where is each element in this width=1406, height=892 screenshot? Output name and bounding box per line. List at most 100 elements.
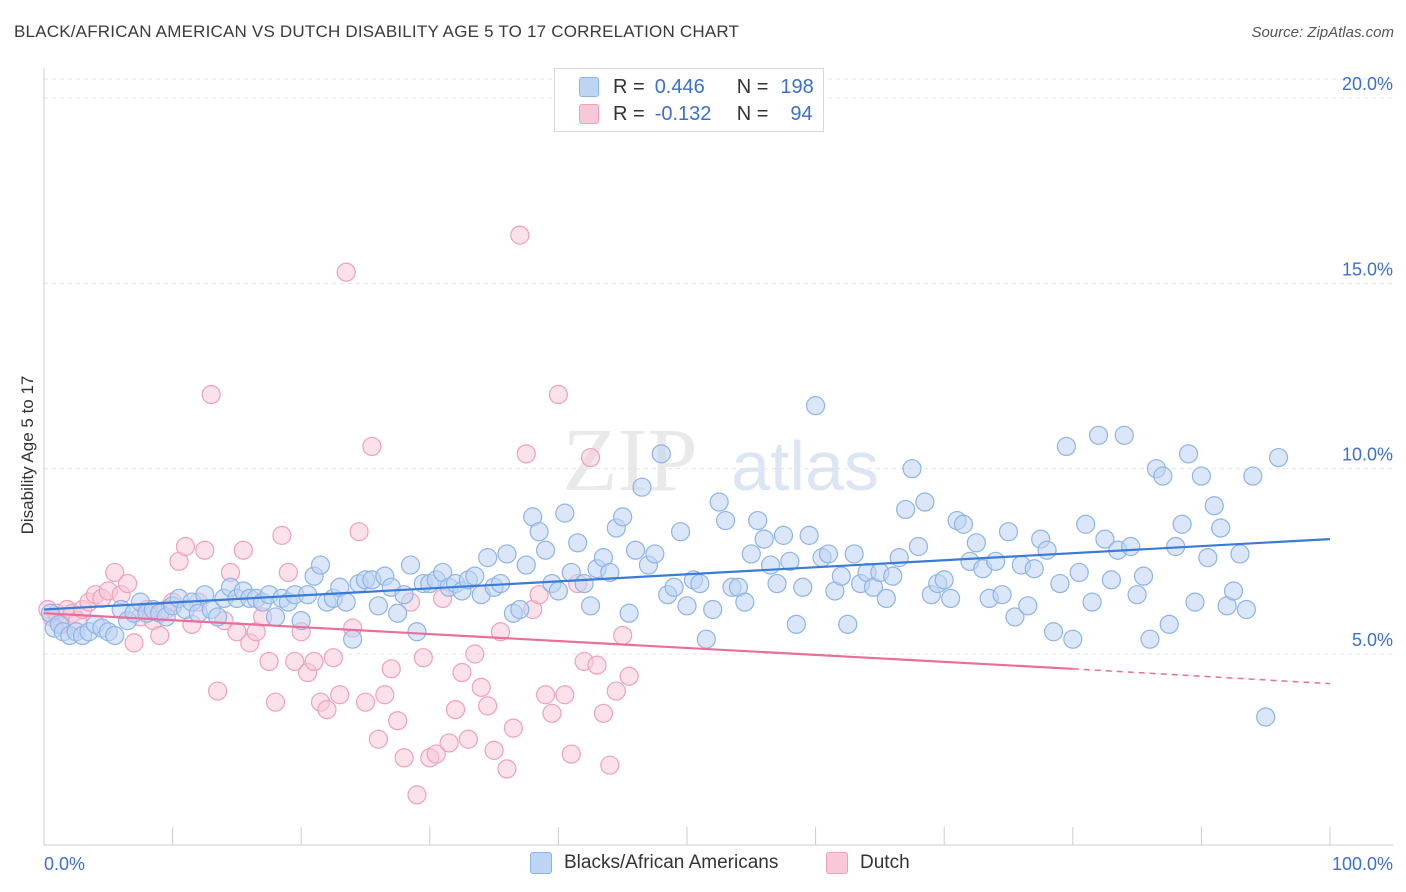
black-point [709,492,729,512]
y-tick-label: 10.0% [1342,445,1393,465]
dutch-point [375,685,395,705]
black-point [336,592,356,612]
legend-r-label: R = [613,75,645,98]
series-swatch-pink [826,852,848,874]
black-point [548,581,569,601]
black-point [407,622,427,642]
black-point [619,603,639,623]
black-points [40,396,1289,727]
black-point [1095,529,1115,549]
black-point [986,551,1006,571]
black-point [1185,592,1205,612]
black-point [966,533,986,553]
dutch-point [362,436,382,457]
black-point [535,540,556,560]
black-point [793,577,813,597]
axes: 5.0% 10.0% 15.0% 20.0% [43,68,1393,846]
series-legend-dutch: Dutch [826,852,910,874]
black-point [1127,585,1147,605]
black-point [934,570,954,590]
dutch-point [233,540,253,560]
dutch-point [394,748,414,768]
black-point [767,573,787,594]
black-point [1121,536,1141,557]
dutch-point [265,692,286,712]
black-point [1063,629,1083,649]
dutch-point [510,225,530,245]
dutch-point [175,536,196,557]
black-point [773,525,794,545]
black-point [760,555,781,575]
black-point [388,603,408,623]
black-point [1204,496,1224,516]
black-point [632,477,652,497]
black-point [915,492,935,512]
grid [44,78,1393,655]
dutch-point [195,540,215,560]
dutch-point [490,622,511,642]
black-point [529,522,549,542]
black-point [902,459,922,479]
black-point [844,544,864,564]
black-point [1159,614,1179,634]
black-point [1268,447,1289,468]
black-point [574,573,594,594]
dutch-point [208,681,228,701]
black-point [953,514,974,534]
dutch-point [381,659,401,679]
black-point [896,499,916,520]
dutch-point [105,562,125,583]
black-point [1005,607,1025,627]
black-point [465,566,485,586]
dutch-point [535,685,556,705]
legend-r-value: 0.446 [654,75,705,98]
black-point [1178,444,1199,464]
legend-n-label: N = [736,102,769,125]
y-tick-label: 20.0% [1342,74,1393,94]
dutch-point [497,759,517,779]
black-point [805,396,826,416]
black-point [670,522,691,542]
black-point [478,548,498,568]
black-point [310,555,331,575]
black-point [1256,707,1276,727]
dutch-point [471,677,491,697]
black-point [908,536,929,557]
black-point [786,614,806,634]
black-point [265,607,286,627]
y-tick-label: 15.0% [1342,259,1393,279]
dutch-point [349,522,369,542]
y-axis-label: Disability Age 5 to 17 [18,376,37,535]
legend-swatch-blue [579,77,599,97]
black-point [510,599,530,620]
dutch-point [439,733,459,753]
black-point [1024,559,1044,579]
black-point [613,507,633,527]
series-legend: Blacks/African Americans Dutch [0,852,1406,878]
series-legend-label: Dutch [860,852,910,873]
dutch-points [38,225,639,805]
black-point [555,503,575,523]
black-point [1069,562,1089,583]
black-point [696,629,716,649]
x-tick-label-max: 100.0% [1332,854,1393,874]
watermark-atlas: atlas [731,427,879,505]
black-point [735,592,755,612]
dutch-point [445,699,466,720]
legend-r-label: R = [613,102,645,125]
dutch-point [388,711,408,731]
dutch-point [619,666,639,686]
black-point [1056,436,1076,457]
dutch-point [330,685,350,705]
black-point [1223,581,1244,601]
black-point [664,577,684,597]
black-point [1076,514,1096,534]
dutch-point [323,648,343,668]
black-point [600,562,620,583]
dutch-point [613,625,633,646]
black-point [1050,573,1070,594]
black-point [516,555,536,575]
black-point [625,540,646,560]
dutch-point [478,696,498,716]
dutch-point [484,740,504,760]
